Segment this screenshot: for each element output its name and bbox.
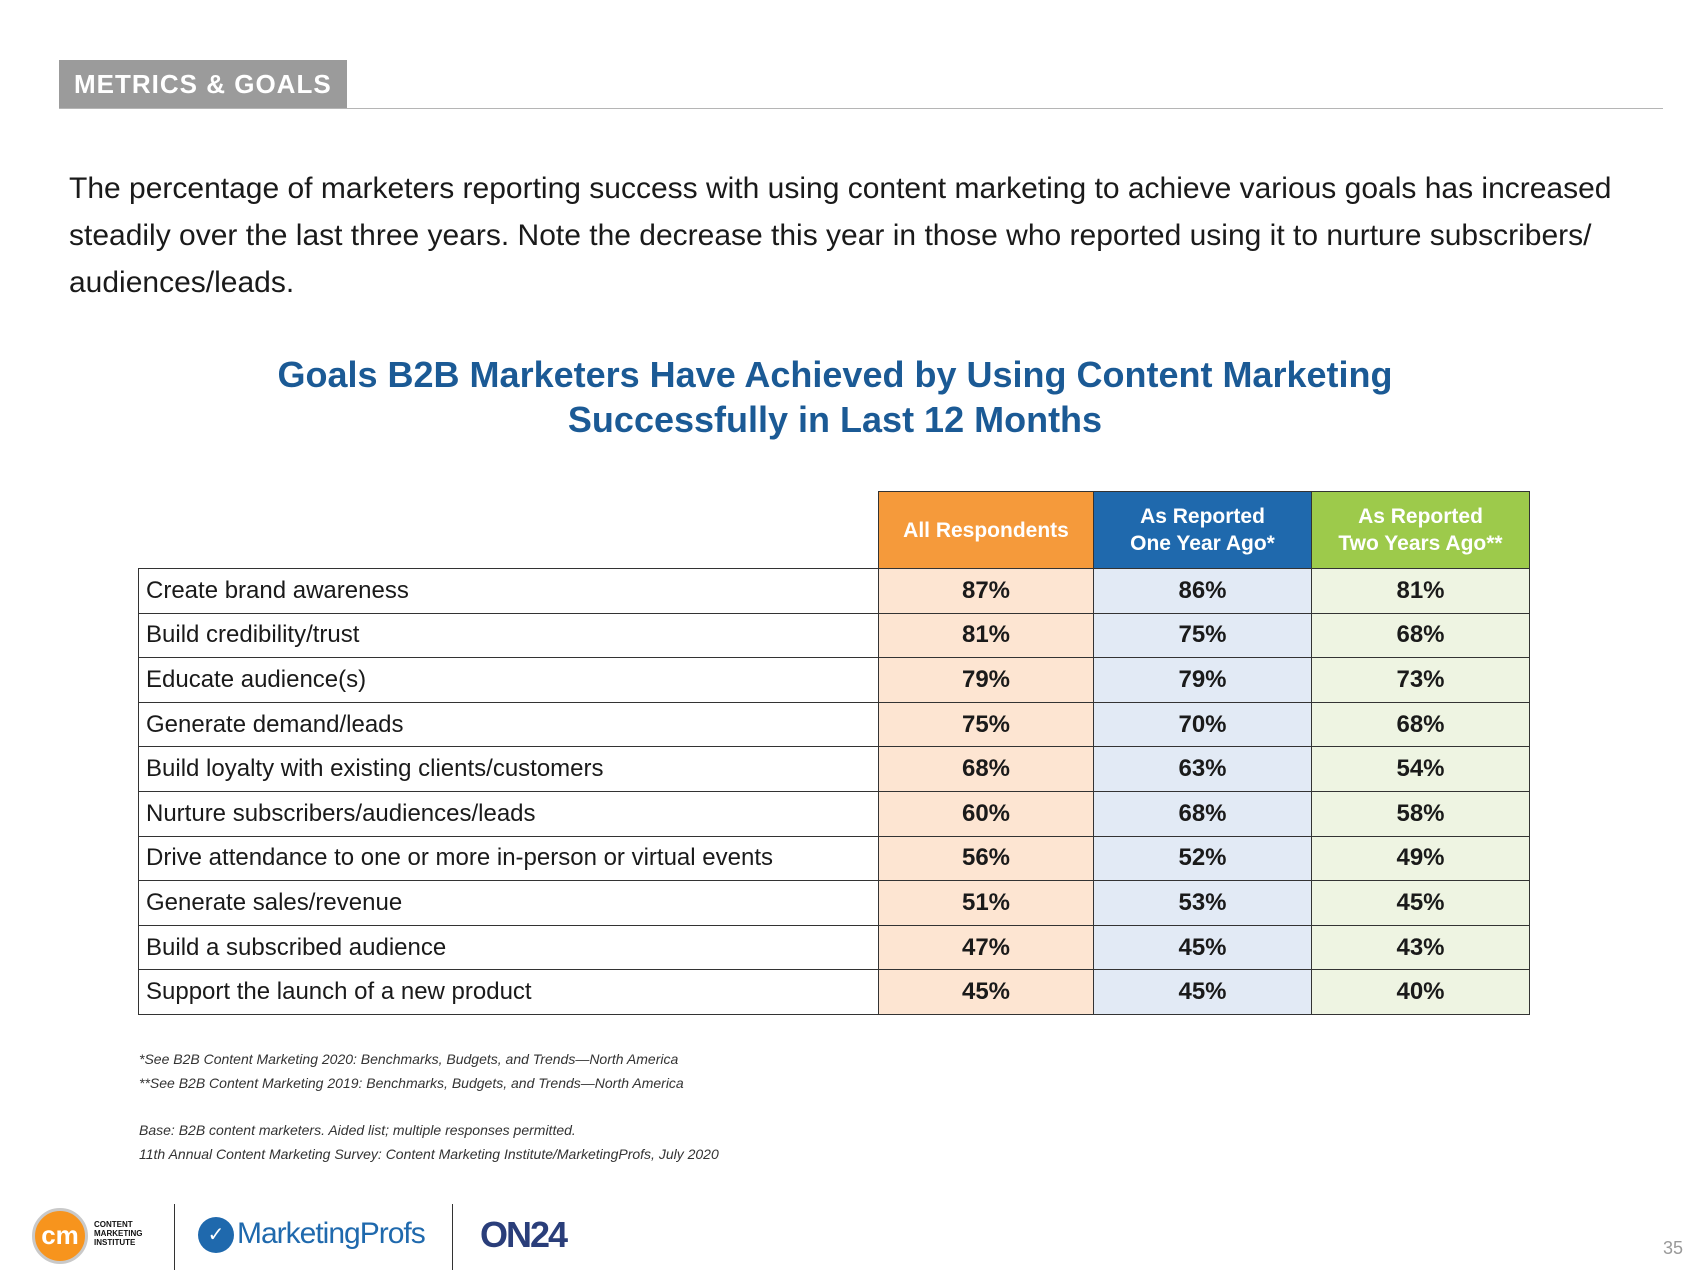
logo-divider	[452, 1204, 453, 1270]
footer-logos: cm CONTENT MARKETING INSTITUTE ✓ Marketi…	[32, 1204, 592, 1274]
table-row: Support the launch of a new product 45% 45…	[138, 969, 1530, 1015]
base-note: Base: B2B content marketers. Aided list;…	[139, 1122, 576, 1138]
value-cell: 52%	[1093, 835, 1312, 882]
value-cell: 49%	[1311, 835, 1530, 882]
cmi-logo-line-2: MARKETING	[94, 1229, 143, 1238]
cmi-logo-line-1: CONTENT	[94, 1220, 133, 1229]
value-cell: 60%	[878, 790, 1094, 837]
on24-logo: ON24	[480, 1214, 568, 1255]
row-label: Drive attendance to one or more in-perso…	[138, 835, 879, 882]
header-blank-cell	[138, 491, 879, 569]
value-cell: 87%	[878, 568, 1094, 614]
value-cell: 47%	[878, 924, 1094, 971]
cmi-logo-icon: cm	[32, 1208, 88, 1264]
value-cell: 45%	[1093, 969, 1312, 1015]
value-cell: 56%	[878, 835, 1094, 882]
value-cell: 86%	[1093, 568, 1312, 614]
row-label: Educate audience(s)	[138, 657, 879, 703]
table-row: Build a subscribed audience 47% 45% 43%	[138, 924, 1530, 971]
value-cell: 75%	[1093, 612, 1312, 659]
value-cell: 73%	[1311, 657, 1530, 703]
value-cell: 45%	[1093, 924, 1312, 971]
value-cell: 81%	[1311, 568, 1530, 614]
section-divider	[59, 108, 1663, 109]
logo-divider	[174, 1204, 175, 1270]
footnote-one-year: *See B2B Content Marketing 2020: Benchma…	[139, 1051, 679, 1067]
value-cell: 51%	[878, 880, 1094, 926]
value-cell: 40%	[1311, 969, 1530, 1015]
value-cell: 68%	[1093, 790, 1312, 837]
row-label: Build credibility/trust	[138, 612, 879, 659]
row-label: Support the launch of a new product	[138, 969, 879, 1015]
column-header-two-years-ago: As Reported Two Years Ago**	[1311, 491, 1530, 569]
value-cell: 68%	[1311, 612, 1530, 659]
table-header-row: All Respondents As Reported One Year Ago*…	[138, 491, 1530, 569]
value-cell: 53%	[1093, 880, 1312, 926]
table-row: Educate audience(s) 79% 79% 73%	[138, 657, 1530, 703]
value-cell: 68%	[878, 746, 1094, 792]
row-label: Create brand awareness	[138, 568, 879, 614]
intro-paragraph: The percentage of marketers reporting su…	[69, 172, 1612, 299]
cmi-logo-text: CONTENT MARKETING INSTITUTE	[94, 1220, 142, 1247]
cmi-logo-line-3: INSTITUTE	[94, 1238, 136, 1247]
chart-title-line-1: Goals B2B Marketers Have Achieved by Usi…	[277, 354, 1393, 395]
value-cell: 58%	[1311, 790, 1530, 837]
table-row: Drive attendance to one or more in-perso…	[138, 835, 1530, 882]
column-header-all-respondents: All Respondents	[878, 491, 1094, 569]
value-cell: 70%	[1093, 701, 1312, 748]
table-row: Generate demand/leads 75% 70% 68%	[138, 701, 1530, 748]
value-cell: 43%	[1311, 924, 1530, 971]
goals-table: All Respondents As Reported One Year Ago*…	[138, 491, 1530, 1015]
row-label: Generate demand/leads	[138, 701, 879, 748]
source-note: 11th Annual Content Marketing Survey: Co…	[139, 1146, 719, 1162]
column-header-one-year-ago: As Reported One Year Ago*	[1093, 491, 1312, 569]
value-cell: 63%	[1093, 746, 1312, 792]
value-cell: 81%	[878, 612, 1094, 659]
value-cell: 68%	[1311, 701, 1530, 748]
table-row: Build loyalty with existing clients/cust…	[138, 746, 1530, 792]
marketingprofs-logo-icon: ✓	[198, 1217, 234, 1253]
row-label: Build loyalty with existing clients/cust…	[138, 746, 879, 792]
value-cell: 45%	[878, 969, 1094, 1015]
row-label: Nurture subscribers/audiences/leads	[138, 790, 879, 837]
table-row: Build credibility/trust 81% 75% 68%	[138, 612, 1530, 659]
table-row: Generate sales/revenue 51% 53% 45%	[138, 880, 1530, 926]
footnote-two-years: **See B2B Content Marketing 2019: Benchm…	[139, 1075, 684, 1091]
value-cell: 45%	[1311, 880, 1530, 926]
value-cell: 75%	[878, 701, 1094, 748]
page-number: 35	[1663, 1238, 1684, 1258]
table-row: Create brand awareness 87% 86% 81%	[138, 568, 1530, 614]
row-label: Generate sales/revenue	[138, 880, 879, 926]
chart-title: Goals B2B Marketers Have Achieved by Usi…	[200, 352, 1470, 442]
chart-title-line-2: Successfully in Last 12 Months	[567, 399, 1103, 440]
marketingprofs-logo-text: MarketingProfs	[237, 1217, 426, 1250]
section-tag: METRICS & GOALS	[59, 60, 347, 109]
value-cell: 79%	[878, 657, 1094, 703]
value-cell: 54%	[1311, 746, 1530, 792]
value-cell: 79%	[1093, 657, 1312, 703]
row-label: Build a subscribed audience	[138, 924, 879, 971]
table-row: Nurture subscribers/audiences/leads 60% 68…	[138, 790, 1530, 837]
